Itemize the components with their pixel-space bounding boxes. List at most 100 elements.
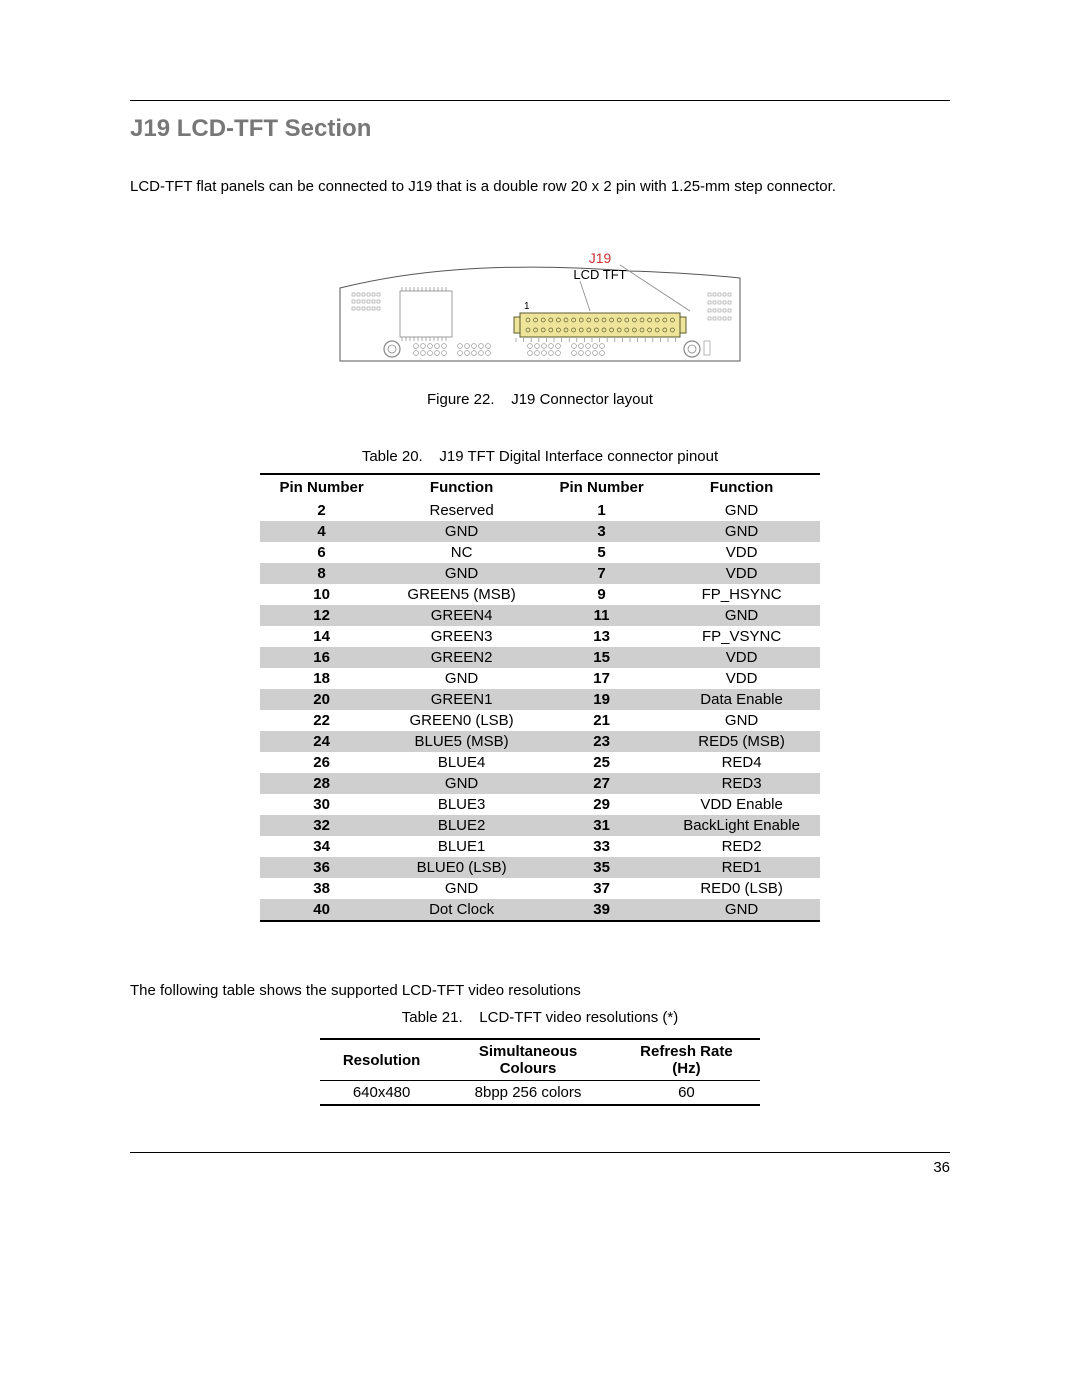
pinout-header: Function xyxy=(663,474,820,500)
pin-number-cell: 27 xyxy=(540,773,663,794)
pin-number-cell: 17 xyxy=(540,668,663,689)
function-cell: GND xyxy=(383,773,540,794)
function-cell: GREEN0 (LSB) xyxy=(383,710,540,731)
table21-caption-text: LCD-TFT video resolutions (*) xyxy=(479,1009,678,1026)
pin-number-cell: 31 xyxy=(540,815,663,836)
table-row: 14GREEN313FP_VSYNC xyxy=(260,626,820,647)
table-row: 20GREEN119Data Enable xyxy=(260,689,820,710)
function-cell: BLUE5 (MSB) xyxy=(383,731,540,752)
table-row: 640x4808bpp 256 colors60 xyxy=(320,1081,760,1106)
function-cell: Reserved xyxy=(383,500,540,521)
pin-number-cell: 10 xyxy=(260,584,383,605)
colours-cell: 8bpp 256 colors xyxy=(443,1081,613,1106)
function-cell: RED1 xyxy=(663,857,820,878)
table-row: 16GREEN215VDD xyxy=(260,647,820,668)
pin-number-cell: 38 xyxy=(260,878,383,899)
resolution-cell: 640x480 xyxy=(320,1081,443,1106)
pin-number-cell: 36 xyxy=(260,857,383,878)
function-cell: GND xyxy=(663,899,820,921)
function-cell: GND xyxy=(383,521,540,542)
function-cell: GND xyxy=(663,521,820,542)
table-row: 6NC5VDD xyxy=(260,542,820,563)
function-cell: RED0 (LSB) xyxy=(663,878,820,899)
pinout-header: Pin Number xyxy=(260,474,383,500)
table-row: 10GREEN5 (MSB)9FP_HSYNC xyxy=(260,584,820,605)
top-rule xyxy=(130,100,950,101)
pin-number-cell: 18 xyxy=(260,668,383,689)
table-row: 12GREEN411GND xyxy=(260,605,820,626)
table-row: 4GND3GND xyxy=(260,521,820,542)
pin-number-cell: 24 xyxy=(260,731,383,752)
table-row: 38GND37RED0 (LSB) xyxy=(260,878,820,899)
pin-number-cell: 21 xyxy=(540,710,663,731)
function-cell: GND xyxy=(383,668,540,689)
connector-diagram: J19LCD TFT1 xyxy=(130,243,950,377)
function-cell: RED3 xyxy=(663,773,820,794)
pin-number-cell: 30 xyxy=(260,794,383,815)
pin-number-cell: 34 xyxy=(260,836,383,857)
pin-number-cell: 9 xyxy=(540,584,663,605)
function-cell: NC xyxy=(383,542,540,563)
table-row: 32BLUE231BackLight Enable xyxy=(260,815,820,836)
function-cell: GND xyxy=(383,878,540,899)
table-row: 40Dot Clock39GND xyxy=(260,899,820,921)
pin-number-cell: 11 xyxy=(540,605,663,626)
table20-caption: Table 20. J19 TFT Digital Interface conn… xyxy=(130,448,950,465)
figure-caption-prefix: Figure 22. xyxy=(427,391,495,408)
function-cell: BLUE4 xyxy=(383,752,540,773)
table-row: 24BLUE5 (MSB)23RED5 (MSB) xyxy=(260,731,820,752)
function-cell: RED4 xyxy=(663,752,820,773)
bottom-rule xyxy=(130,1152,950,1153)
page-number: 36 xyxy=(130,1159,950,1176)
table-row: 30BLUE329VDD Enable xyxy=(260,794,820,815)
pin-number-cell: 28 xyxy=(260,773,383,794)
function-cell: GND xyxy=(663,605,820,626)
table-row: 18GND17VDD xyxy=(260,668,820,689)
figure-caption-text: J19 Connector layout xyxy=(511,391,653,408)
table-row: 8GND7VDD xyxy=(260,563,820,584)
pin-number-cell: 8 xyxy=(260,563,383,584)
svg-text:1: 1 xyxy=(524,301,530,312)
pin-number-cell: 14 xyxy=(260,626,383,647)
pin-number-cell: 39 xyxy=(540,899,663,921)
pin-number-cell: 22 xyxy=(260,710,383,731)
connector-svg: J19LCD TFT1 xyxy=(330,243,750,373)
function-cell: GREEN4 xyxy=(383,605,540,626)
pin-number-cell: 5 xyxy=(540,542,663,563)
resolution-header: Resolution xyxy=(320,1039,443,1081)
pin-number-cell: 1 xyxy=(540,500,663,521)
table-row: 22GREEN0 (LSB)21GND xyxy=(260,710,820,731)
rate-cell: 60 xyxy=(613,1081,760,1106)
function-cell: BLUE1 xyxy=(383,836,540,857)
pin-number-cell: 19 xyxy=(540,689,663,710)
function-cell: FP_VSYNC xyxy=(663,626,820,647)
table21-caption-prefix: Table 21. xyxy=(402,1009,463,1026)
pin-number-cell: 16 xyxy=(260,647,383,668)
pin-number-cell: 2 xyxy=(260,500,383,521)
pin-number-cell: 23 xyxy=(540,731,663,752)
figure-caption: Figure 22. J19 Connector layout xyxy=(130,391,950,408)
pin-number-cell: 25 xyxy=(540,752,663,773)
mid-text: The following table shows the supported … xyxy=(130,982,950,999)
function-cell: GND xyxy=(383,563,540,584)
pin-number-cell: 37 xyxy=(540,878,663,899)
pin-number-cell: 3 xyxy=(540,521,663,542)
pinout-header: Pin Number xyxy=(540,474,663,500)
function-cell: BLUE3 xyxy=(383,794,540,815)
table20-caption-prefix: Table 20. xyxy=(362,448,423,465)
resolution-table: ResolutionSimultaneousColoursRefresh Rat… xyxy=(320,1038,760,1106)
pin-number-cell: 6 xyxy=(260,542,383,563)
table-row: 28GND27RED3 xyxy=(260,773,820,794)
function-cell: VDD xyxy=(663,563,820,584)
resolution-header: SimultaneousColours xyxy=(443,1039,613,1081)
function-cell: BLUE2 xyxy=(383,815,540,836)
function-cell: Dot Clock xyxy=(383,899,540,921)
function-cell: VDD xyxy=(663,668,820,689)
pin-number-cell: 12 xyxy=(260,605,383,626)
pin-number-cell: 32 xyxy=(260,815,383,836)
table20-caption-text: J19 TFT Digital Interface connector pino… xyxy=(439,448,718,465)
pin-number-cell: 35 xyxy=(540,857,663,878)
pin-number-cell: 4 xyxy=(260,521,383,542)
function-cell: VDD xyxy=(663,542,820,563)
section-title: J19 LCD-TFT Section xyxy=(130,115,950,143)
